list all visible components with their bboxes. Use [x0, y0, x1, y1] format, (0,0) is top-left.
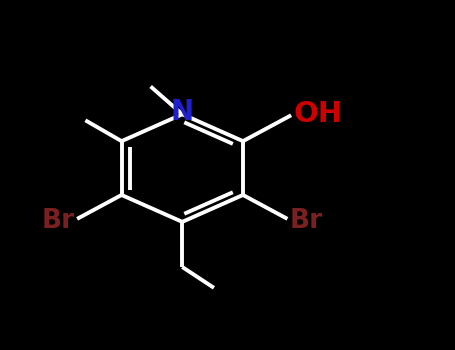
- Text: OH: OH: [293, 99, 343, 127]
- Text: Br: Br: [42, 208, 75, 233]
- Text: Br: Br: [290, 208, 323, 233]
- Text: N: N: [171, 98, 194, 126]
